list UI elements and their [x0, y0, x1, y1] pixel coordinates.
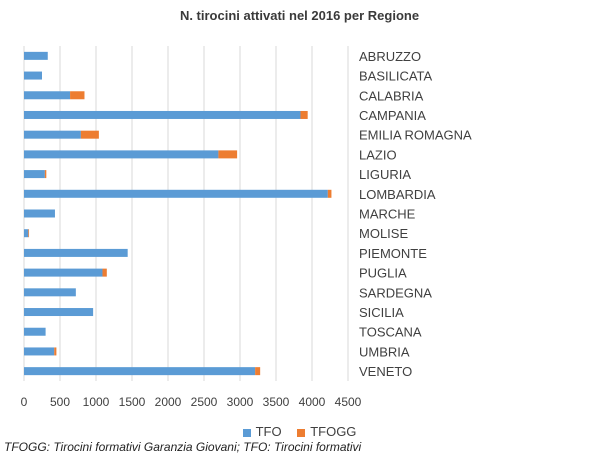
- bar-tfogg-molise: [28, 229, 30, 238]
- category-label: ABRUZZO: [359, 49, 421, 64]
- bar-tfo-lombardia: [24, 189, 328, 198]
- bar-tfo-liguria: [24, 170, 45, 179]
- bar-tfo-piemonte: [24, 248, 128, 257]
- bar-tfogg-campania: [300, 110, 308, 119]
- x-tick-label: 0: [21, 395, 28, 409]
- bar-tfogg-emilia-romagna: [80, 130, 99, 139]
- category-label: CAMPANIA: [359, 108, 426, 123]
- bar-tfogg-umbria: [54, 347, 57, 356]
- x-tick-label: 4000: [299, 395, 326, 409]
- bar-tfo-molise: [24, 229, 29, 238]
- bar-tfogg-puglia: [102, 268, 107, 277]
- x-tick-label: 3500: [263, 395, 290, 409]
- category-label: LIGURIA: [359, 167, 411, 182]
- bar-tfo-campania: [24, 110, 301, 119]
- legend-swatch-tfo: [242, 428, 251, 437]
- bar-tfo-lazio: [24, 150, 219, 159]
- bar-tfo-sicilia: [24, 308, 94, 317]
- category-label: TOSCANA: [359, 325, 422, 340]
- legend-label-tfo: TFO: [255, 424, 282, 439]
- bar-tfo-puglia: [24, 268, 103, 277]
- x-tick-label: 2000: [155, 395, 182, 409]
- bar-tfogg-lombardia: [327, 189, 332, 198]
- category-label: BASILICATA: [359, 69, 433, 84]
- x-tick-label: 4500: [335, 395, 362, 409]
- category-label: EMILIA ROMAGNA: [359, 128, 472, 143]
- chart-title: N. tirocini attivati nel 2016 per Region…: [179, 8, 420, 23]
- bar-tfo-toscana: [24, 327, 46, 336]
- category-label: MOLISE: [359, 226, 408, 241]
- bar-tfo-umbria: [24, 347, 55, 356]
- category-label: VENETO: [359, 364, 412, 379]
- bar-tfo-abruzzo: [24, 51, 48, 60]
- legend-label-tfogg: TFOGG: [310, 424, 357, 439]
- bar-tfogg-calabria: [70, 91, 85, 100]
- legend-item-tfo: TFO: [242, 424, 282, 439]
- x-tick-label: 2500: [191, 395, 218, 409]
- category-label: SARDEGNA: [359, 285, 432, 300]
- legend: TFO TFOGG: [0, 424, 599, 439]
- x-tick-label: 3000: [227, 395, 254, 409]
- legend-swatch-tfogg: [297, 428, 306, 437]
- bar-tfogg-veneto: [255, 367, 261, 376]
- category-label: SICILIA: [359, 305, 404, 320]
- category-label: PIEMONTE: [359, 246, 427, 261]
- category-label: PUGLIA: [359, 266, 407, 281]
- bar-tfo-marche: [24, 209, 55, 218]
- bar-tfo-emilia-romagna: [24, 130, 81, 139]
- category-label: CALABRIA: [359, 88, 424, 103]
- x-tick-label: 1000: [83, 395, 110, 409]
- bar-tfogg-lazio: [218, 150, 238, 159]
- category-label: UMBRIA: [359, 344, 410, 359]
- legend-item-tfogg: TFOGG: [297, 424, 356, 439]
- bar-tfo-calabria: [24, 91, 71, 100]
- bar-tfo-sardegna: [24, 288, 76, 297]
- category-label: LAZIO: [359, 147, 397, 162]
- x-tick-label: 500: [50, 395, 70, 409]
- x-tick-label: 1500: [119, 395, 146, 409]
- bar-tfo-veneto: [24, 367, 256, 376]
- bar-tfo-basilicata: [24, 71, 42, 80]
- category-label: MARCHE: [359, 207, 416, 222]
- category-label: LOMBARDIA: [359, 187, 436, 202]
- footnote: TFOGG: Tirocini formativi Garanzia Giova…: [4, 440, 362, 454]
- bar-tfogg-liguria: [44, 170, 47, 179]
